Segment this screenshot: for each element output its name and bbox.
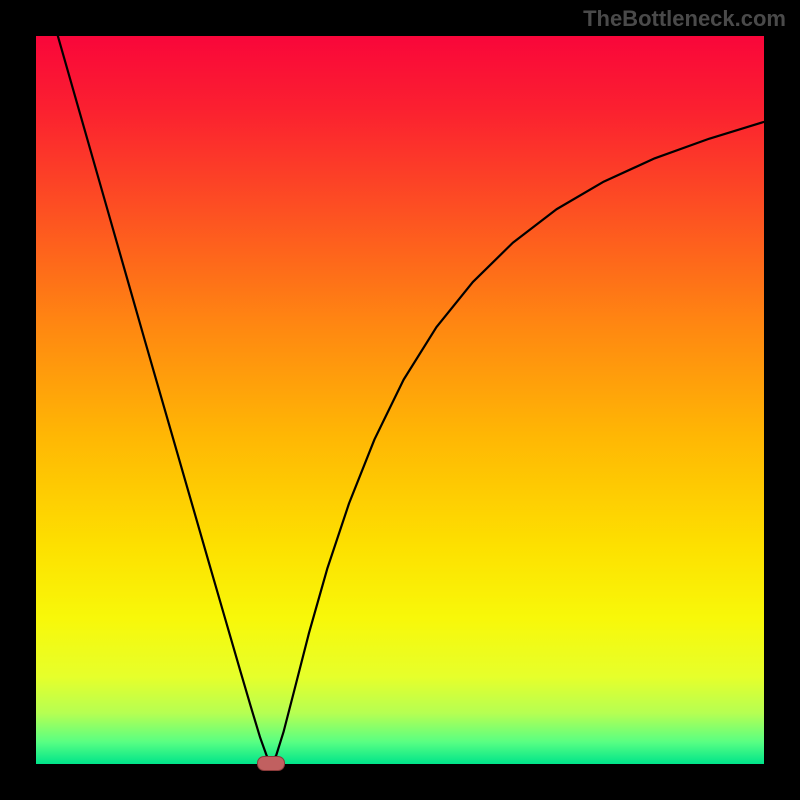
chart-root: TheBottleneck.com	[0, 0, 800, 800]
watermark-text: TheBottleneck.com	[583, 6, 786, 32]
plot-area	[36, 36, 764, 764]
curve-right-branch	[271, 122, 764, 763]
vertex-marker	[257, 756, 285, 771]
curve-layer	[36, 36, 764, 764]
curve-left-branch	[58, 36, 271, 763]
